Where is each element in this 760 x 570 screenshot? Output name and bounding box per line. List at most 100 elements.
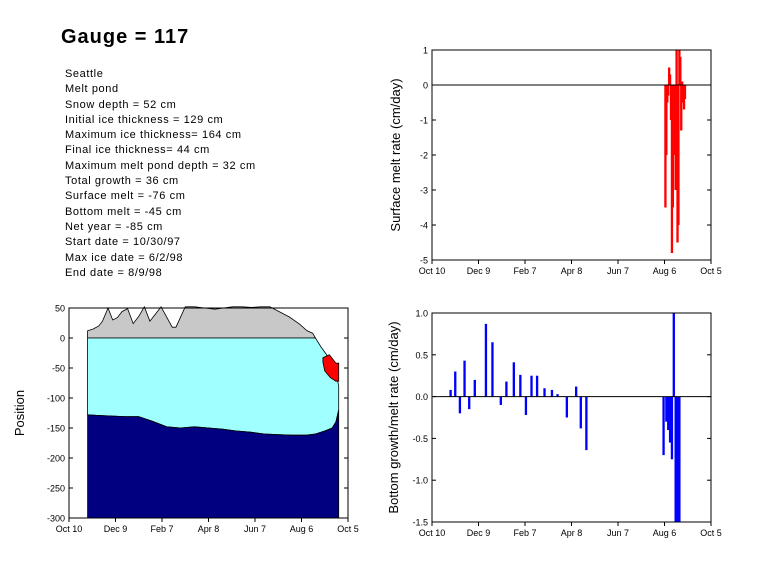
bar <box>667 396 670 431</box>
bar <box>672 313 675 397</box>
bar <box>674 396 677 522</box>
x-tick-label: Oct 5 <box>700 266 722 276</box>
y-axis-label: Position <box>12 390 27 436</box>
y-tick-label: -300 <box>47 514 65 524</box>
x-tick-label: Dec 9 <box>467 266 491 276</box>
bar <box>672 85 675 155</box>
y-tick-label: 0.0 <box>415 392 428 402</box>
info-line: Surface melt = -76 cm <box>65 190 186 203</box>
y-tick-label: -250 <box>47 484 65 494</box>
y-axis-label: Surface melt rate (cm/day) <box>388 78 403 231</box>
water-area <box>87 409 340 519</box>
bar <box>585 396 588 451</box>
x-tick-label: Oct 10 <box>419 528 446 538</box>
bar <box>550 389 554 397</box>
info-line: Maximum ice thickness= 164 cm <box>65 129 242 142</box>
x-tick-label: Oct 10 <box>56 524 83 534</box>
y-tick-label: -50 <box>52 364 65 374</box>
y-tick-label: 0 <box>423 81 428 91</box>
chart-position <box>68 305 349 522</box>
bar <box>574 386 578 397</box>
x-tick-label: Feb 7 <box>150 524 173 534</box>
info-line: Max ice date = 6/2/98 <box>65 251 184 264</box>
x-tick-label: Aug 6 <box>290 524 314 534</box>
bar <box>530 375 533 397</box>
info-line: Snow depth = 52 cm <box>65 98 177 111</box>
bar <box>683 85 687 99</box>
x-tick-label: Jun 7 <box>244 524 266 534</box>
bar <box>519 374 522 397</box>
bar <box>675 50 678 85</box>
bar <box>499 396 502 405</box>
bar <box>454 371 457 397</box>
y-axis-label: Bottom growth/melt rate (cm/day) <box>386 321 401 513</box>
y-tick-label: -3 <box>420 186 428 196</box>
x-tick-label: Oct 10 <box>419 266 446 276</box>
bar <box>679 57 682 85</box>
bar <box>512 362 516 397</box>
bar <box>468 396 471 410</box>
info-line: Melt pond <box>65 83 119 96</box>
y-tick-label: -200 <box>47 454 65 464</box>
x-tick-label: Apr 8 <box>198 524 220 534</box>
x-tick-label: Feb 7 <box>513 266 536 276</box>
x-tick-label: Oct 5 <box>700 528 722 538</box>
pond-area <box>322 354 340 382</box>
info-line: Net year = -85 cm <box>65 220 163 233</box>
bar <box>668 74 672 85</box>
y-tick-label: -100 <box>47 394 65 404</box>
info-line: Final ice thickness= 44 cm <box>65 144 210 157</box>
chart-surface <box>431 49 712 264</box>
bar <box>484 323 488 397</box>
bar <box>674 85 677 190</box>
x-tick-label: Dec 9 <box>467 528 491 538</box>
bar <box>565 396 569 418</box>
bar <box>677 85 680 225</box>
bar <box>579 396 582 429</box>
bar <box>535 375 539 397</box>
y-tick-label: -1.5 <box>412 518 428 528</box>
info-line: Maximum melt pond depth = 32 cm <box>65 159 256 172</box>
x-tick-label: Jun 7 <box>607 266 629 276</box>
bar <box>681 81 684 85</box>
y-tick-label: -150 <box>47 424 65 434</box>
x-tick-label: Apr 8 <box>561 528 583 538</box>
y-tick-label: 0 <box>60 334 65 344</box>
info-line: Start date = 10/30/97 <box>65 236 181 249</box>
chart-bottom <box>431 312 712 526</box>
y-tick-label: 1 <box>423 46 428 56</box>
y-tick-label: -1.0 <box>412 476 428 486</box>
x-tick-label: Oct 5 <box>337 524 359 534</box>
bar <box>463 360 466 397</box>
x-tick-label: Aug 6 <box>653 266 677 276</box>
bar <box>449 389 452 397</box>
info-line: Total growth = 36 cm <box>65 175 179 188</box>
snow-area <box>87 305 317 339</box>
info-line: Initial ice thickness = 129 cm <box>65 113 224 126</box>
x-tick-label: Dec 9 <box>104 524 128 534</box>
y-tick-label: 0.5 <box>415 350 428 360</box>
info-panel: Seattle Melt pond Snow depth = 52 cm Initia… <box>65 67 256 281</box>
info-line: End date = 8/9/98 <box>65 266 163 279</box>
y-tick-label: -5 <box>420 256 428 266</box>
bar <box>524 396 528 415</box>
x-tick-label: Jun 7 <box>607 528 629 538</box>
bar <box>505 381 508 397</box>
bar <box>665 396 668 422</box>
y-tick-label: -1 <box>420 116 428 126</box>
bar <box>556 394 559 397</box>
bar <box>676 396 679 522</box>
y-tick-label: -4 <box>420 221 428 231</box>
bar <box>678 396 681 522</box>
bar <box>473 379 476 397</box>
page-title: Gauge = 117 <box>61 26 190 48</box>
bar <box>665 85 668 155</box>
info-line: Seattle <box>65 68 104 80</box>
bar <box>668 396 672 443</box>
y-tick-label: -0.5 <box>412 434 428 444</box>
x-tick-label: Aug 6 <box>653 528 677 538</box>
bar <box>670 396 674 460</box>
bar <box>680 85 683 131</box>
bar <box>458 396 462 414</box>
